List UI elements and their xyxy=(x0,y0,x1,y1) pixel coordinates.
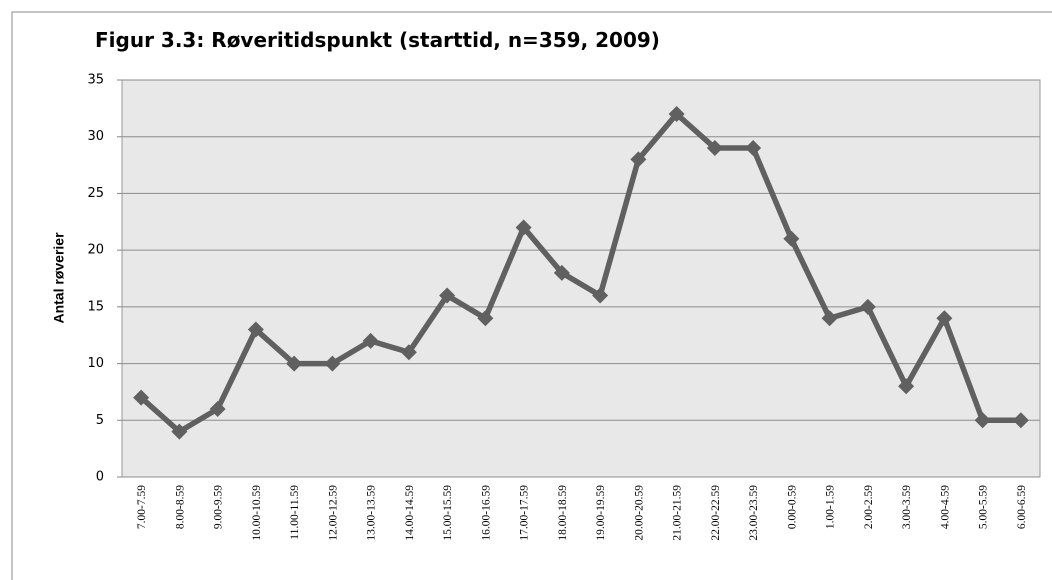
marker xyxy=(439,287,456,304)
marker xyxy=(936,310,953,327)
x-tick-label: 2.00-2.59 xyxy=(863,485,875,529)
chart-title: Figur 3.3: Røveritidspunkt (starttid, n=… xyxy=(95,28,660,52)
x-tick-label: 22.00-22.59 xyxy=(710,485,722,541)
y-axis-label: Antal røverier xyxy=(51,232,67,324)
x-tick-label: 15.00-15.59 xyxy=(442,485,454,541)
x-tick-label: 12.00-12.59 xyxy=(327,485,339,541)
marker xyxy=(324,355,341,372)
marker xyxy=(821,310,838,327)
y-tick-label: 10 xyxy=(87,356,104,371)
x-tick-label: 20.00-20.59 xyxy=(633,485,645,541)
y-tick-label: 15 xyxy=(87,299,104,314)
y-tick-label: 20 xyxy=(87,243,104,258)
x-tick-label: 8.00-8.59 xyxy=(174,485,186,529)
x-tick-label: 3.00-3.59 xyxy=(901,485,913,529)
x-tick-label: 6.00-6.59 xyxy=(1016,485,1028,529)
marker xyxy=(553,264,570,281)
x-tick-label: 18.00-18.59 xyxy=(557,485,569,541)
x-tick-label: 9.00-9.59 xyxy=(213,485,225,529)
marker xyxy=(668,106,685,123)
marker xyxy=(209,400,226,417)
x-tick-label: 1.00-1.59 xyxy=(825,485,837,529)
marker xyxy=(171,423,188,440)
marker xyxy=(706,140,723,157)
x-tick-label: 13.00-13.59 xyxy=(366,485,378,541)
marker xyxy=(477,310,494,327)
x-tick-label: 21.00-21.59 xyxy=(672,485,684,541)
marker xyxy=(400,344,417,361)
marker xyxy=(1012,412,1029,429)
y-tick-label: 35 xyxy=(87,73,104,88)
x-tick-label: 7.00-7.59 xyxy=(136,485,148,529)
y-tick-label: 30 xyxy=(87,129,104,144)
x-tick-label: 17.00-17.59 xyxy=(519,485,531,541)
x-tick-label: 0.00-0.59 xyxy=(786,485,798,529)
x-tick-label: 5.00-5.59 xyxy=(978,485,990,529)
y-tick-label: 0 xyxy=(96,470,104,485)
marker xyxy=(630,151,647,168)
line xyxy=(139,111,1021,435)
marker xyxy=(286,355,303,372)
x-tick-label: 19.00-19.59 xyxy=(595,485,607,541)
marker xyxy=(859,298,876,315)
marker xyxy=(362,332,379,349)
marker xyxy=(745,140,762,157)
marker xyxy=(592,287,609,304)
marker xyxy=(783,230,800,247)
x-tick-label: 4.00-4.59 xyxy=(939,485,951,529)
x-tick-label: 14.00-14.59 xyxy=(404,485,416,541)
plot-area xyxy=(121,79,1041,478)
x-tick-label: 11.00-11.59 xyxy=(289,485,301,540)
x-tick-label: 10.00-10.59 xyxy=(251,485,263,541)
marker xyxy=(974,412,991,429)
marker xyxy=(133,389,150,406)
y-tick-label: 25 xyxy=(87,186,104,201)
x-tick-label: 23.00-23.59 xyxy=(748,485,760,541)
y-tick-label: 5 xyxy=(96,413,104,428)
x-tick-label: 16.00-16.59 xyxy=(480,485,492,541)
marker xyxy=(898,378,915,395)
marker xyxy=(515,219,532,236)
marker xyxy=(247,321,264,338)
